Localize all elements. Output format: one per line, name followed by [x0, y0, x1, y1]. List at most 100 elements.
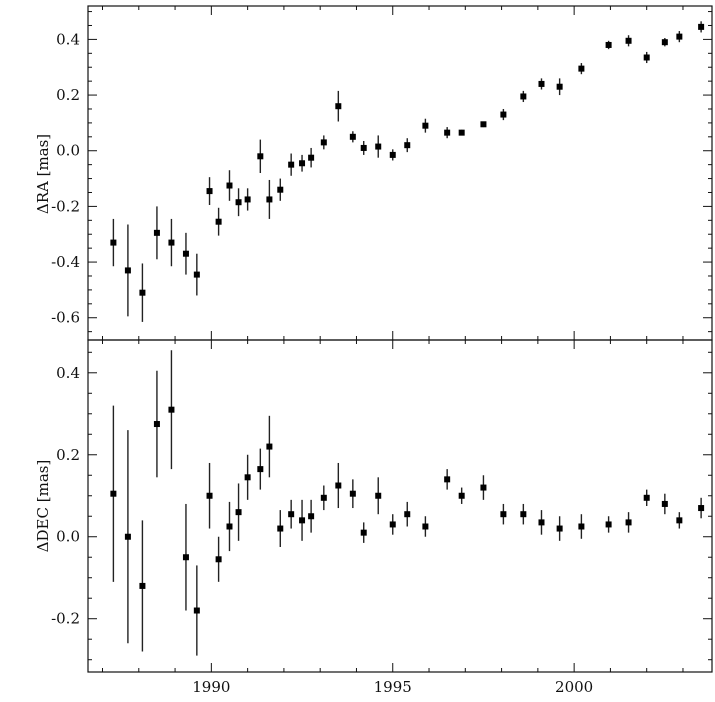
ra-data-point: [168, 239, 175, 246]
ra-data-point: [404, 142, 411, 149]
dec-data-point: [244, 474, 251, 481]
dec-data-point: [500, 511, 507, 518]
dec-data-point: [375, 492, 382, 499]
ra-data-point: [193, 271, 200, 278]
ra-data-point: [360, 144, 367, 151]
delta-ra-panel: ΔRA [mas] -0.6 -0.4 -0.2 0.0 0.2 0.4: [34, 5, 713, 341]
dec-data-point: [578, 523, 585, 530]
ra-data-point: [520, 93, 527, 100]
dec-data-point: [625, 519, 632, 526]
dec-y-tick-label: 0.0: [56, 528, 80, 546]
dec-data-point: [444, 476, 451, 483]
ra-data-point: [538, 80, 545, 87]
ra-y-tick-label: 0.0: [56, 142, 80, 160]
ra-data-point: [153, 229, 160, 236]
ra-data-point: [375, 143, 382, 150]
dec-x-tick-label: 1990: [192, 678, 230, 696]
delta-dec-axis-label: ΔDEC [mas]: [34, 460, 52, 553]
dec-data-point: [320, 494, 327, 501]
dec-data-point: [360, 529, 367, 536]
dec-data-point: [349, 490, 356, 497]
ra-data-point: [676, 33, 683, 40]
dec-data-point: [153, 421, 160, 428]
dec-data-point: [182, 554, 189, 561]
ra-data-point: [320, 139, 327, 146]
ra-data-point: [335, 103, 342, 110]
ra-data-point: [299, 160, 306, 167]
ra-data-point: [139, 289, 146, 296]
dec-data-point: [404, 511, 411, 518]
ra-data-point: [480, 121, 487, 128]
dec-data-point: [215, 556, 222, 563]
dec-data-point: [520, 511, 527, 518]
dec-data-point: [257, 466, 264, 473]
ra-data-point: [215, 218, 222, 225]
ra-data-point: [389, 151, 396, 158]
ra-data-point: [257, 153, 264, 160]
ra-data-point: [605, 41, 612, 48]
ra-data-point: [698, 23, 705, 30]
dec-data-point: [308, 513, 315, 520]
dec-data-point: [206, 492, 213, 499]
dec-data-point: [605, 521, 612, 528]
dec-x-tick-label: 1995: [374, 678, 412, 696]
ra-data-point: [349, 133, 356, 140]
dec-y-tick-label: 0.4: [56, 364, 80, 382]
dec-data-point: [422, 523, 429, 530]
dec-data-point: [458, 492, 465, 499]
ra-data-point: [500, 111, 507, 118]
ra-y-tick-label: -0.6: [51, 309, 80, 327]
dec-y-tick-label: 0.2: [56, 446, 80, 464]
ra-y-tick-label: 0.4: [56, 30, 80, 48]
ra-data-point: [625, 37, 632, 44]
ra-data-point: [124, 267, 131, 274]
dec-data-point: [676, 517, 683, 524]
ra-y-tick-label: -0.4: [51, 253, 80, 271]
dec-data-point: [266, 443, 273, 450]
ra-data-point: [226, 182, 233, 189]
ra-plot-frame: [87, 5, 713, 341]
dec-data-point: [556, 525, 563, 532]
dec-data-point: [335, 482, 342, 489]
dec-data-point: [643, 494, 650, 501]
ra-y-tick-label: -0.2: [51, 197, 80, 215]
ra-data-point: [277, 186, 284, 193]
ra-y-tick-label: 0.2: [56, 86, 80, 104]
ra-data-point: [182, 250, 189, 257]
dec-data-point: [389, 521, 396, 528]
delta-dec-panel: ΔDEC [mas] -0.2 0.0 0.2 0.4 1990 1995 2000: [34, 339, 713, 696]
ra-data-point: [643, 54, 650, 61]
dec-data-point: [226, 523, 233, 530]
dec-plot-frame: [87, 339, 713, 673]
dec-data-point: [235, 509, 242, 516]
dec-data-point: [277, 525, 284, 532]
dec-data-point: [288, 511, 295, 518]
dec-data-point: [110, 490, 117, 497]
ra-data-point: [206, 188, 213, 195]
dec-y-tick-label: -0.2: [51, 610, 80, 628]
ra-data-point: [244, 196, 251, 203]
ra-data-point: [308, 154, 315, 161]
dec-data-point: [661, 500, 668, 507]
ra-data-point: [110, 239, 117, 246]
ra-data-point: [266, 196, 273, 203]
ra-data-point: [235, 199, 242, 206]
dec-data-point: [299, 517, 306, 524]
ra-data-point: [422, 122, 429, 129]
delta-ra-axis-label: ΔRA [mas]: [34, 134, 52, 214]
dec-data-point: [124, 533, 131, 540]
ra-data-point: [458, 129, 465, 136]
ra-data-point: [661, 39, 668, 46]
dec-data-point: [168, 406, 175, 413]
ra-data-point: [578, 65, 585, 72]
dec-data-point: [698, 505, 705, 512]
dec-data-point: [538, 519, 545, 526]
ra-data-point: [556, 83, 563, 90]
ra-data-point: [288, 161, 295, 168]
dec-x-tick-label: 2000: [555, 678, 593, 696]
dec-data-point: [193, 607, 200, 614]
dec-data-point: [480, 484, 487, 491]
dec-data-point: [139, 582, 146, 589]
ra-data-point: [444, 129, 451, 136]
